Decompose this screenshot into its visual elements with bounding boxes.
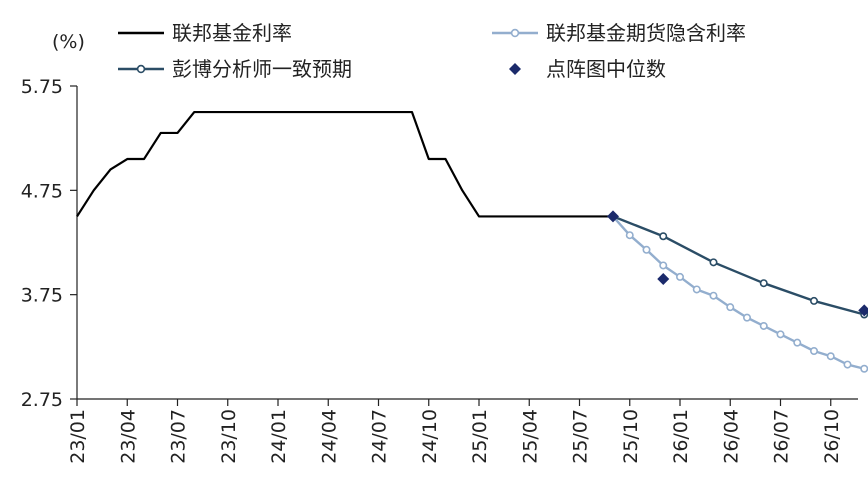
x-tick-label: 24/07 [369,409,391,464]
y-tick-label: 4.75 [21,180,63,202]
x-tick-label: 25/01 [469,409,491,464]
series-line [612,215,865,316]
legend-item: 联邦基金期货隐含利率 [492,21,746,45]
legend-item: 彭博分析师一致预期 [118,57,352,81]
x-tick-label: 23/10 [218,409,240,464]
series-point [826,352,835,361]
series-line [612,215,865,370]
series-point [793,338,802,347]
x-tick-label: 24/04 [318,409,340,464]
series-point [809,347,818,356]
series-point [675,272,684,281]
series-point [776,330,785,339]
legend-label: 彭博分析师一致预期 [172,57,352,81]
x-tick-label: 24/01 [268,409,290,464]
legend-item: 联邦基金利率 [118,21,292,45]
dot-plot-marker [858,304,868,317]
legend-label: 联邦基金利率 [172,21,292,45]
y-tick-label: 3.75 [21,285,63,307]
series-point [659,232,668,241]
x-tick-label: 26/04 [720,409,742,464]
series-line [76,110,613,218]
series-point [709,258,718,267]
x-tick-label: 23/01 [67,409,89,464]
series-layer [76,110,868,373]
series-point [692,285,701,294]
legend-swatch [509,63,521,75]
series-point [759,279,768,288]
series-point [709,291,718,300]
x-tick-label: 24/10 [419,409,441,464]
series-point [642,245,651,254]
series-point [625,231,634,240]
series-point [759,321,768,330]
y-tick-label: 5.75 [21,76,63,98]
x-tick-label: 23/07 [168,409,190,464]
series-point [843,360,852,369]
x-tick-label: 26/10 [821,409,843,464]
dot-plot-marker [657,273,670,286]
series-point [726,303,735,312]
x-axis: 23/01 23/04 23/07 23/10 24/01 24/04 24/07 24/10… [67,398,858,464]
legend-item: 点阵图中位数 [509,57,666,81]
series-point [809,296,818,305]
legend-label: 联邦基金期货隐含利率 [546,21,746,45]
series-point [860,364,868,373]
x-tick-label: 23/04 [117,409,139,464]
x-tick-label: 25/07 [570,409,592,464]
x-tick-label: 26/01 [670,409,692,464]
legend-label: 点阵图中位数 [546,57,666,81]
legend-swatch-marker [510,28,520,38]
y-axis-unit-label: (%) [52,31,85,53]
legend-swatch-marker [136,64,146,74]
y-axis: 5.75 4.75 3.75 2.75 [21,76,78,411]
series-point [742,313,751,322]
y-tick-label: 2.75 [21,389,63,411]
x-tick-label: 25/10 [620,409,642,464]
x-tick-label: 26/07 [771,409,793,464]
series-point [659,261,668,270]
dot-plot-marker [607,210,619,223]
x-tick-label: 25/04 [519,409,541,464]
